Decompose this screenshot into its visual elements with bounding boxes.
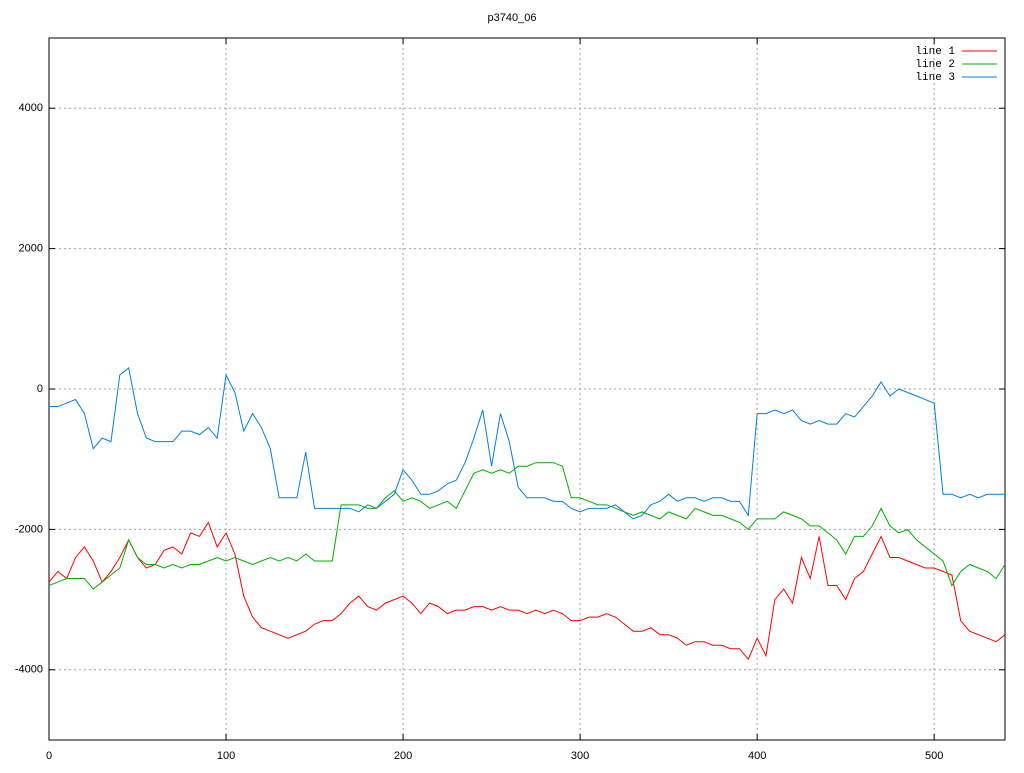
legend-label: line 2	[915, 59, 955, 71]
x-tick-label: 200	[394, 750, 412, 762]
data-line	[49, 367, 1005, 520]
data-line	[48, 521, 1006, 661]
x-tick-label: 300	[571, 750, 589, 762]
chart-title: p3740_06	[488, 12, 537, 24]
x-tick-label: 0	[46, 750, 52, 762]
x-tick-label: 400	[748, 750, 766, 762]
y-tick-label: 4000	[19, 102, 43, 114]
x-tick-label: 500	[925, 750, 943, 762]
plot-frame	[48, 37, 1006, 741]
y-tick-label: -4000	[15, 664, 43, 676]
legend-label: line 3	[915, 72, 955, 84]
x-tick-label: 100	[217, 750, 235, 762]
data-line	[48, 462, 1006, 590]
legend-label: line 1	[915, 46, 955, 58]
y-tick-label: -2000	[15, 523, 43, 535]
y-tick-label: 0	[37, 383, 43, 395]
y-tick-label: 2000	[19, 243, 43, 255]
